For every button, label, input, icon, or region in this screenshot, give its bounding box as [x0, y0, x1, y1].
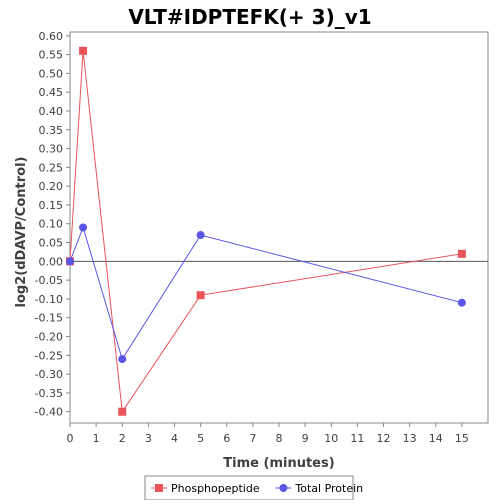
y-tick-label: -0.10: [35, 293, 63, 306]
legend-marker-total-protein: [279, 484, 288, 492]
x-tick-label: 4: [171, 432, 178, 445]
y-tick-label: 0.35: [39, 124, 64, 137]
x-tick-label: 6: [223, 432, 230, 445]
x-tick-label: 9: [302, 432, 309, 445]
y-tick-label: 0.60: [39, 30, 64, 43]
y-tick-label: 0.20: [39, 180, 64, 193]
y-tick-label: 0.15: [39, 199, 64, 212]
y-tick-label: 0.45: [39, 86, 64, 99]
data-point-total-protein: [79, 223, 88, 232]
data-point-total-protein: [457, 298, 466, 307]
x-tick-label: 8: [276, 432, 283, 445]
y-tick-label: -0.25: [35, 349, 63, 362]
y-tick-label: -0.40: [35, 406, 63, 419]
y-tick-label: -0.20: [35, 331, 63, 344]
x-tick-label: 2: [119, 432, 126, 445]
legend-label-phosphopeptide: Phosphopeptide: [171, 482, 260, 495]
series-line-phosphopeptide: [69, 50, 462, 414]
x-tick-label: 13: [403, 432, 417, 445]
x-tick-label: 0: [67, 432, 74, 445]
legend-label-total-protein: Total Protein: [294, 482, 363, 495]
data-point-total-protein: [118, 355, 127, 364]
plot-area: 0.60 0.55 0.50 0.45 0.40 0.35 0.30 0.25 0.20 0.15…: [35, 30, 489, 445]
y-tick-label: 0.40: [39, 105, 64, 118]
data-point-phosphopeptide: [196, 291, 205, 300]
y-tick-label: 0.30: [39, 143, 64, 156]
x-tick-label: 15: [455, 432, 469, 445]
x-tick-label: 12: [377, 432, 391, 445]
data-point-phosphopeptide: [79, 46, 88, 55]
y-tick-label: 0.00: [39, 255, 64, 268]
plot-border: [69, 31, 489, 424]
y-tick-label: 0.55: [39, 49, 64, 62]
x-tick-label: 10: [324, 432, 338, 445]
y-tick-label: -0.35: [35, 387, 63, 400]
chart-title: VLT#IDPTEFK(+ 3)_v1: [128, 5, 371, 29]
x-tick-label: 1: [93, 432, 100, 445]
x-tick-label: 11: [350, 432, 364, 445]
legend: Phosphopeptide Total Protein: [144, 475, 363, 501]
y-tick-label: -0.05: [35, 274, 63, 287]
y-tick-label: 0.10: [39, 218, 64, 231]
legend-marker-phosphopeptide: [155, 484, 163, 492]
y-tick-label: 0.05: [39, 237, 64, 250]
data-point-total-protein: [66, 257, 74, 266]
y-tick-label: 0.50: [39, 67, 64, 80]
x-axis-label: Time (minutes): [223, 456, 334, 471]
x-tick-label: 5: [197, 432, 204, 445]
x-tick-label: 14: [429, 432, 443, 445]
data-point-phosphopeptide: [118, 407, 127, 416]
data-point-total-protein: [196, 231, 205, 240]
y-tick-label: -0.30: [35, 368, 63, 381]
y-axis-label: log2(dDAVP/Control): [14, 157, 29, 308]
y-tick-label: -0.15: [35, 312, 63, 325]
y-tick-label: 0.25: [39, 161, 64, 174]
legend-box: [144, 475, 354, 501]
data-point-phosphopeptide: [457, 249, 466, 258]
series-line-total-protein: [69, 225, 463, 361]
x-tick-label: 3: [145, 432, 152, 445]
x-tick-label: 7: [249, 432, 256, 445]
